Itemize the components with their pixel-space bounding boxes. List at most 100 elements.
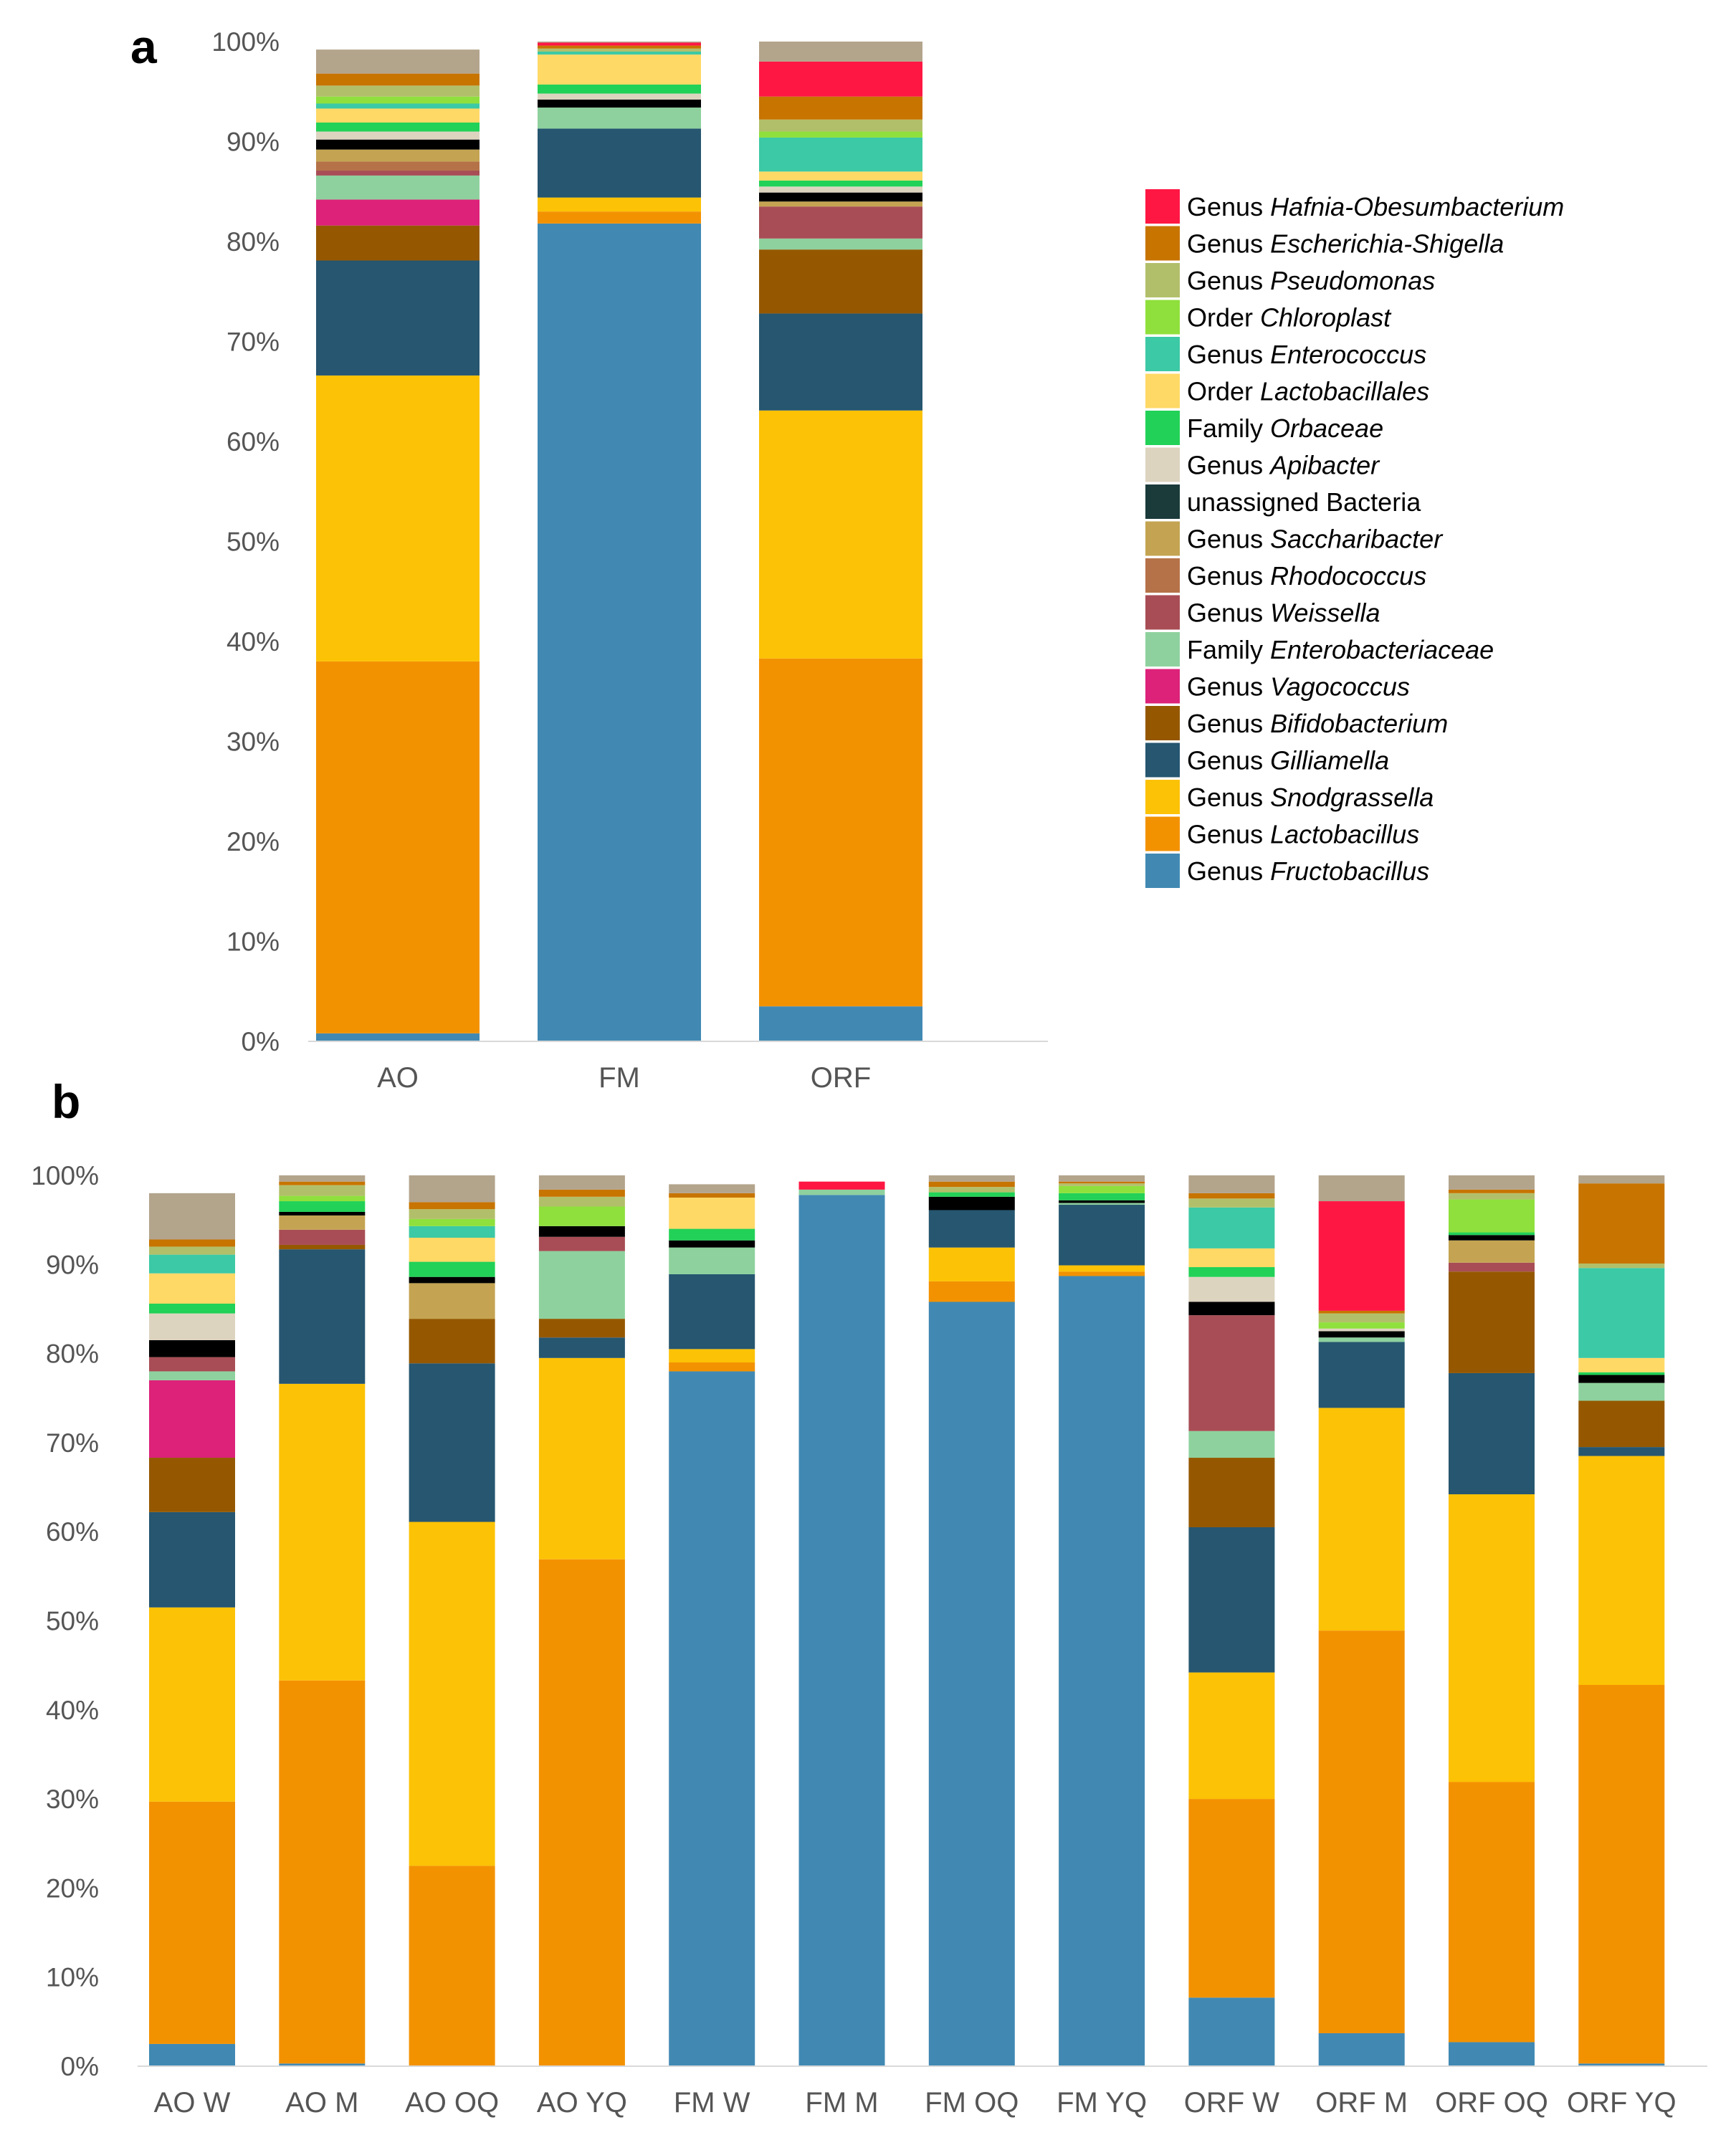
legend-swatch [1145, 521, 1180, 556]
legend-label: unassigned Bacteria [1187, 487, 1421, 517]
segment-genus-gilliamella [149, 1511, 235, 1608]
segment-genus-fructobacillus [538, 223, 701, 1041]
segment-genus-weissella [1188, 1315, 1275, 1431]
segment-genus-fructobacillus [1318, 2033, 1405, 2066]
segment-genus-snodgrassella [1449, 1494, 1535, 1782]
segment-genus-vagococcus [149, 1380, 235, 1458]
segment-genus-bifidobacterium [279, 1244, 366, 1250]
legend-label: Genus Vagococcus [1187, 672, 1410, 702]
y-tick-label: 90% [46, 1250, 99, 1279]
segment-genus-gilliamella [279, 1249, 366, 1384]
segment-genus-snodgrassella [316, 375, 480, 661]
segment-order-lactobacillales [669, 1198, 755, 1229]
segment-family-enterobacteriaceae [316, 175, 480, 200]
segment-genus-snodgrassella [1059, 1265, 1145, 1272]
category-label: ORF W [1184, 2087, 1280, 2119]
legend-item-genus-pseudomonas: Genus Pseudomonas [1145, 263, 1435, 297]
segment-others [279, 1175, 366, 1182]
bar-fm-w [669, 1184, 755, 2066]
legend-label: Genus Rhodococcus [1187, 561, 1426, 591]
segment-others [928, 1175, 1015, 1182]
legend-swatch [1145, 780, 1180, 814]
bar-fm [538, 42, 701, 1041]
segment-genus-pseudomonas [538, 48, 701, 52]
segment-genus-lactobacillus [149, 1801, 235, 2044]
segment-genus-pseudomonas [538, 1196, 625, 1207]
segment-genus-pseudomonas [1318, 1313, 1405, 1323]
segment-genus-fructobacillus [669, 1371, 755, 2066]
legend-label: Family Enterobacteriaceae [1187, 635, 1494, 664]
segment-genus-pseudomonas [1188, 1198, 1275, 1208]
y-tick-label: 50% [46, 1607, 99, 1636]
segment-unassigned-bacteria [409, 1276, 495, 1284]
segment-genus-snodgrassella [1318, 1408, 1405, 1631]
segment-genus-bifidobacterium [409, 1319, 495, 1364]
legend-item-genus-hafnia-obesumbacterium: Genus Hafnia-Obesumbacterium [1145, 189, 1564, 224]
segment-genus-hafnia-obesumbacterium [759, 61, 922, 97]
segment-genus-lactobacillus [1188, 1799, 1275, 1998]
legend-item-order-lactobacillales: Order Lactobacillales [1145, 373, 1429, 409]
y-tick-label: 20% [226, 827, 280, 856]
segment-order-chloroplast [1059, 1185, 1145, 1193]
bar-fm-m [798, 1181, 885, 2066]
segment-order-lactobacillales [316, 108, 480, 123]
category-label: ORF OQ [1435, 2087, 1548, 2119]
segment-genus-saccharibacter [279, 1215, 366, 1230]
segment-others [538, 1175, 625, 1190]
segment-genus-gilliamella [538, 128, 701, 198]
segment-others [149, 1193, 235, 1240]
segment-others [759, 42, 922, 62]
legend-swatch [1145, 742, 1180, 778]
segment-genus-enterococcus [149, 1254, 235, 1274]
segment-genus-gilliamella [1188, 1527, 1275, 1673]
segment-genus-escherichia-shigella [1188, 1193, 1275, 1199]
segment-genus-lactobacillus [316, 661, 480, 1033]
segment-genus-enterococcus [1188, 1207, 1275, 1248]
segment-genus-snodgrassella [669, 1349, 755, 1363]
segment-family-enterobacteriaceae [1318, 1337, 1405, 1342]
segment-genus-lactobacillus [1059, 1271, 1145, 1276]
segment-unassigned-bacteria [1318, 1331, 1405, 1338]
legend-item-genus-vagococcus: Genus Vagococcus [1145, 669, 1410, 704]
segment-genus-gilliamella [1449, 1372, 1535, 1494]
segment-family-enterobacteriaceae [149, 1371, 235, 1380]
segment-genus-lactobacillus [1449, 1782, 1535, 2043]
segment-genus-snodgrassella [759, 410, 922, 659]
y-tick-label: 50% [226, 527, 280, 557]
legend-label: Order Lactobacillales [1187, 377, 1429, 406]
segment-order-lactobacillales [409, 1238, 495, 1262]
segment-unassigned-bacteria [759, 192, 922, 202]
segment-genus-snodgrassella [928, 1247, 1015, 1281]
segment-unassigned-bacteria [1188, 1301, 1275, 1316]
legend-item-genus-enterococcus: Genus Enterococcus [1145, 337, 1426, 371]
segment-family-enterobacteriaceae [759, 238, 922, 250]
segment-genus-pseudomonas [316, 85, 480, 97]
segment-genus-fructobacillus [1188, 1997, 1275, 2066]
segment-genus-apibacter [149, 1313, 235, 1340]
legend-swatch [1145, 300, 1180, 335]
segment-genus-weissella [149, 1357, 235, 1372]
category-label: FM [598, 1062, 640, 1094]
legend-swatch [1145, 706, 1180, 740]
segment-genus-lactobacillus [279, 1680, 366, 2064]
segment-unassigned-bacteria [149, 1339, 235, 1357]
segment-genus-lactobacillus [1578, 1684, 1665, 2064]
segment-family-enterobacteriaceae [1188, 1431, 1275, 1458]
y-tick-label: 80% [46, 1339, 99, 1369]
segment-genus-saccharibacter [759, 201, 922, 207]
segment-others [1059, 1175, 1145, 1182]
y-tick-label: 0% [61, 2052, 99, 2081]
legend-swatch [1145, 337, 1180, 371]
legend-item-genus-snodgrassella: Genus Snodgrassella [1145, 780, 1434, 814]
legend-label: Genus Lactobacillus [1187, 820, 1419, 849]
category-label: FM W [674, 2087, 750, 2119]
legend-item-genus-rhodococcus: Genus Rhodococcus [1145, 558, 1426, 593]
legend-swatch [1145, 669, 1180, 704]
category-label: ORF [811, 1062, 871, 1094]
legend-swatch [1145, 484, 1180, 519]
segment-genus-snodgrassella [409, 1522, 495, 1866]
segment-genus-escherichia-shigella [1059, 1181, 1145, 1184]
segment-family-enterobacteriaceae [798, 1189, 885, 1195]
legend-swatch [1145, 263, 1180, 297]
segment-genus-gilliamella [409, 1363, 495, 1522]
